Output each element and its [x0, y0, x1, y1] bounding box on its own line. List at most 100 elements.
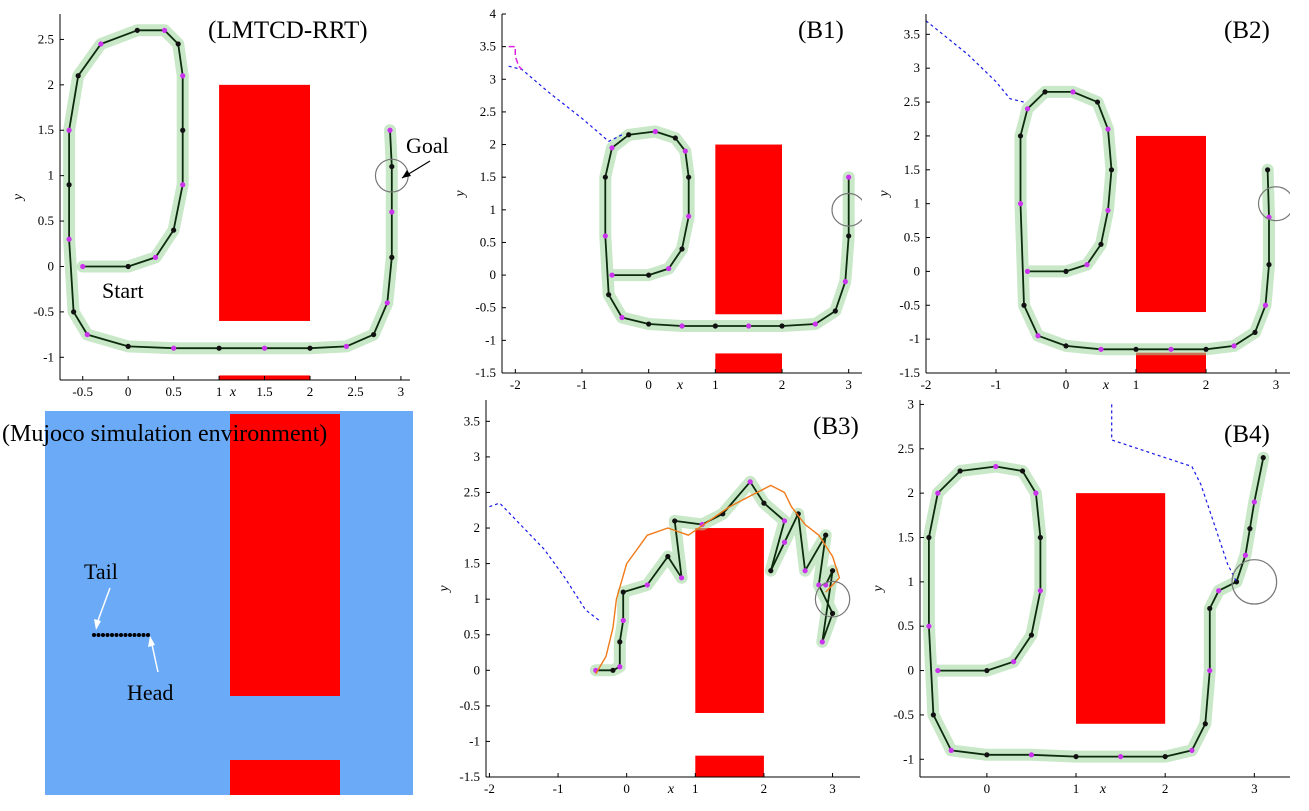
b1-ytick-label-11: 4	[490, 6, 497, 21]
b1-point-13	[606, 292, 612, 298]
b4-clipped	[922, 404, 1278, 763]
b4-xtick-label-2: 2	[1162, 781, 1169, 796]
b1-point-0	[609, 272, 615, 278]
b3-point-9	[672, 518, 678, 524]
b3-point-22	[819, 639, 825, 645]
b2-ytick-label-9: 3	[914, 60, 921, 75]
b3-ytick-label-5: 1	[474, 591, 481, 606]
panel-b1: -2 -1 0 1 2 3 -1.5 -1 -0.5 0 0.5 1 1.5 2 2.5 3 3.5 4 x y (B…	[453, 6, 862, 393]
b2-point-5	[1108, 167, 1115, 173]
b1-plot-area: -2 -1 0 1 2 3 -1.5 -1 -0.5 0 0.5 1 1.5 2 2.5 3 3.5 4 x y	[453, 6, 862, 393]
lmtcd-point-3	[171, 227, 177, 233]
lmtcd-point-14	[66, 236, 72, 242]
lmtcd-point-26	[389, 209, 395, 215]
b1-ytick-label-9: 3	[490, 71, 497, 86]
b4-xlabel: x	[1099, 782, 1107, 797]
mujoco-obstacle-bottom	[230, 760, 340, 795]
b1-ytick-label-0: -1.5	[475, 365, 496, 380]
b3-ytick-label-2: -0.5	[459, 698, 480, 713]
b1-point-16	[679, 323, 685, 329]
b3-plot-area: -2 -1 0 1 2 3 -1.5 -1 -0.5 0 0.5 1 1.5 2 2.5 3 3.5 x y	[437, 400, 860, 797]
lmtcd-ylabel: y	[11, 193, 26, 202]
lmtcd-point-1	[125, 263, 131, 270]
b4-xtick-label-3: 3	[1251, 781, 1258, 796]
b4-point-5	[1037, 534, 1043, 541]
b2-point-20	[1231, 343, 1237, 349]
b1-point-4	[686, 213, 692, 219]
lmtcd-point-6	[180, 73, 186, 79]
b4-point-2	[1011, 659, 1017, 665]
b1-point-3	[679, 246, 685, 252]
lmtcd-xlabel: x	[229, 385, 237, 400]
b3-xtick-label-1: -1	[553, 781, 564, 796]
b2-point-16	[1098, 346, 1104, 352]
b1-point-24	[846, 174, 852, 180]
panel-b4: 0 1 2 3 -1 -0.5 0 0.5 1 1.5 2 2.5 3 x y (B4)	[871, 396, 1290, 797]
head-label: Head	[127, 680, 173, 705]
b4-point-19	[1162, 753, 1168, 760]
b3-point-14	[781, 518, 788, 524]
b4-ytick-label-4: 1	[908, 574, 915, 589]
snake-segment-12	[146, 633, 150, 637]
b3-series-2-reference	[489, 502, 600, 621]
b1-point-22	[842, 279, 848, 285]
b2-ytick-label-10: 3.5	[904, 26, 920, 41]
b4-ytick-label-3: 0.5	[898, 618, 914, 633]
b3-ytick-label-0: -1.5	[459, 769, 480, 784]
b4-point-16	[1028, 752, 1035, 758]
b2-point-18	[1168, 346, 1174, 352]
b4-goal-circle	[1231, 559, 1278, 605]
b1-point-11	[602, 174, 608, 180]
b3-series-1-prediction_orange	[595, 484, 841, 675]
snake-segment-8	[128, 633, 132, 637]
b3-ytick-label-7: 2	[474, 520, 481, 535]
b4-point-24	[1216, 588, 1222, 594]
lmtcd-point-4	[180, 182, 186, 188]
snake-segment-10	[137, 633, 141, 637]
b1-point-6	[682, 148, 688, 154]
lmtcd-ytick-label-7: 2.5	[38, 31, 54, 46]
lmtcd-point-21	[307, 345, 313, 351]
lmtcd-point-7	[175, 41, 181, 47]
b2-point-11	[1017, 133, 1024, 139]
lmtcd-obstacle-0	[219, 84, 310, 321]
b2-ytick-label-7: 2	[914, 128, 921, 143]
b4-point-9	[957, 468, 963, 474]
b4-ytick-label-6: 2	[908, 485, 915, 500]
b3-ytick-label-8: 2.5	[464, 484, 480, 499]
lmtcd-point-12	[66, 127, 72, 133]
b3-point-13	[761, 500, 767, 506]
b4-point-0	[935, 667, 941, 674]
goal-arrow-head	[402, 170, 411, 178]
b3-xtick-label-5: 3	[829, 781, 836, 796]
snake-segment-1	[96, 633, 101, 637]
b2-point-17	[1133, 346, 1139, 352]
b3-xtick-label-3: 1	[692, 781, 699, 796]
b3-point-17	[795, 511, 801, 517]
b1-series-2-prediction	[508, 45, 523, 71]
b2-point-0	[1024, 268, 1031, 274]
lmtcd-point-16	[84, 331, 90, 338]
b3-point-6	[644, 582, 650, 588]
lmtcd-point-2	[152, 254, 159, 260]
b2-ytick-label-0: -1.5	[899, 365, 920, 380]
b2-plot-area: -2 -1 0 1 2 3 -1.5 -1 -0.5 0 0.5 1 1.5 2 2.5 3 3.5 x y	[877, 14, 1290, 393]
b3-point-3	[617, 639, 623, 645]
b2-point-1	[1063, 268, 1069, 274]
b4-ytick-label-8: 3	[908, 396, 915, 411]
b3-xtick-label-4: 2	[761, 781, 768, 796]
snake-segment-5	[114, 633, 119, 637]
b4-point-8	[993, 463, 999, 470]
b2-ytick-label-4: 0.5	[904, 230, 920, 245]
lmtcd-ytick-label-2: 0	[48, 258, 55, 273]
b1-point-8	[652, 128, 658, 135]
lmtcd-xtick-label-3: 1	[216, 384, 223, 399]
lmtcd-point-28	[387, 127, 393, 133]
b4-obstacle-0	[1076, 493, 1166, 724]
lmtcd-ytick-label-3: 0.5	[38, 213, 54, 228]
b1-xtick-label-3: 1	[712, 377, 719, 392]
b1-xtick-label-1: -1	[577, 377, 588, 392]
b4-point-10	[935, 490, 941, 496]
snake-segment-11	[141, 633, 146, 637]
b1-ytick-label-4: 0.5	[480, 234, 496, 249]
